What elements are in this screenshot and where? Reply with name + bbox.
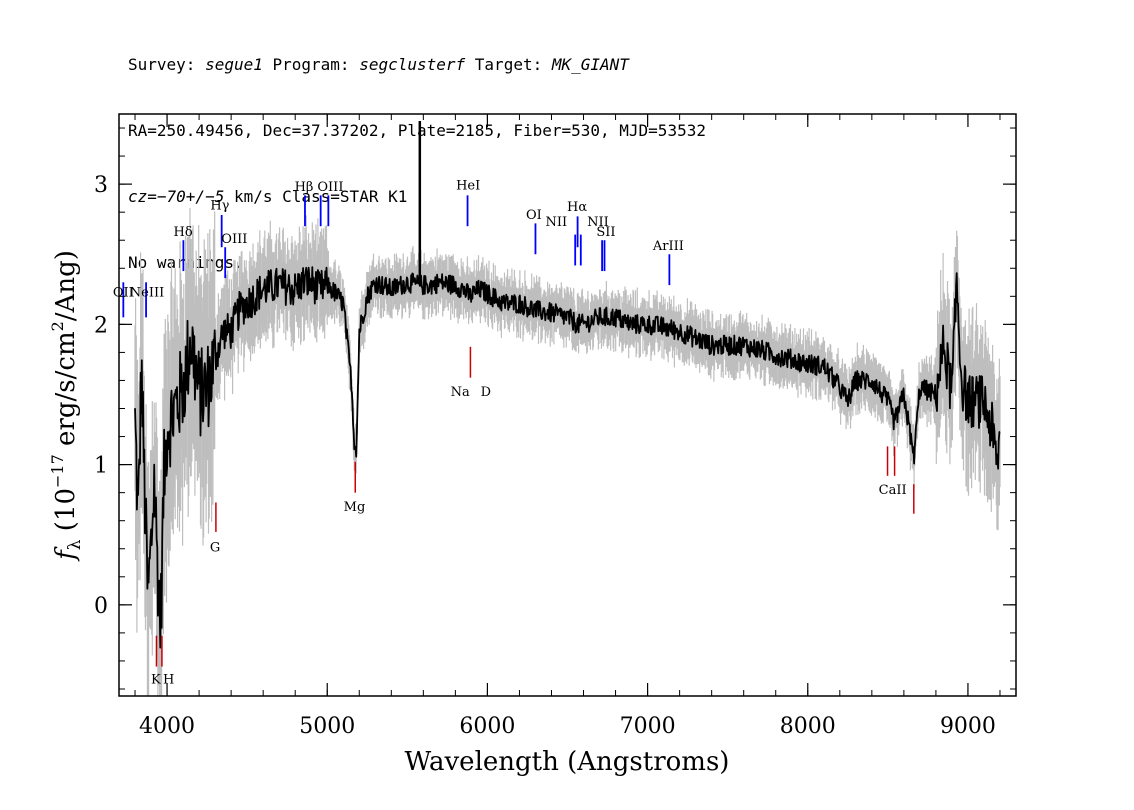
spectral-line-label: Hα xyxy=(567,200,587,215)
spectral-line-label: HeI xyxy=(456,179,480,194)
spectral-line-markers xyxy=(122,195,915,667)
class-text: km/s Class=STAR K1 xyxy=(224,187,408,206)
y-tick-label: 2 xyxy=(94,313,108,338)
cz-value: =−70+/−5 xyxy=(147,187,225,206)
y-axis-area-exponent: 2 xyxy=(48,321,67,331)
spectral-line-label: OII xyxy=(113,285,134,300)
flux-line xyxy=(134,266,1001,649)
spectral-line-label: K xyxy=(151,672,161,687)
header-line-survey: Survey: segue1 Program: segclusterf Targ… xyxy=(128,54,706,76)
target-key: Target: xyxy=(465,55,552,74)
spectral-line-label: OI xyxy=(526,208,542,223)
y-tick-label: 1 xyxy=(94,454,108,479)
y-axis-units-close: /Ang) xyxy=(51,250,81,321)
spectral-line-label: NII xyxy=(587,215,609,230)
x-axis-title: Wavelength (Angstroms) xyxy=(405,747,730,777)
program-key: Program: xyxy=(262,55,360,74)
plot-frame xyxy=(118,113,1017,697)
spectral-line-label: Hδ xyxy=(173,225,192,240)
axis-ticks xyxy=(119,114,1016,696)
x-tick-label: 9000 xyxy=(940,714,996,739)
y-axis-exponent: −17 xyxy=(48,454,67,488)
spectral-line-label: OIII xyxy=(317,180,343,195)
y-axis-flux-subscript: λ xyxy=(65,539,85,550)
y-axis-units-mid: erg/s/cm xyxy=(51,331,81,454)
header-line-coordinates: RA=250.49456, Dec=37.37202, Plate=2185, … xyxy=(128,121,706,140)
spectral-line-label: NII xyxy=(545,215,567,230)
spectral-line-label: OIII xyxy=(221,232,247,247)
x-tick-label: 7000 xyxy=(620,714,676,739)
target-value: MK_GIANT xyxy=(551,55,629,74)
header-line-warnings: No warnings. xyxy=(128,253,244,272)
spectral-line-label: Hγ xyxy=(210,198,229,213)
y-tick-label: 0 xyxy=(94,594,108,619)
spectrum-header: Survey: segue1 Program: segclusterf Targ… xyxy=(128,10,706,296)
y-tick-label: 3 xyxy=(94,173,108,198)
header-line-redshift: cz=−70+/−5 km/s Class=STAR K1 xyxy=(128,186,706,208)
x-tick-label: 5000 xyxy=(299,714,355,739)
program-value: segclusterf xyxy=(359,55,466,74)
axis-tick-labels: 4000 5000 6000 7000 8000 9000 0 1 2 3 xyxy=(94,173,996,739)
flux-layer xyxy=(134,121,1001,649)
spectral-line-label: G xyxy=(210,541,220,556)
y-axis-title: fλ (10−17 erg/s/cm2/Ang) xyxy=(48,250,85,562)
survey-value: segue1 xyxy=(205,55,263,74)
spectral-line-label: NeIII xyxy=(130,285,164,300)
x-tick-label: 8000 xyxy=(780,714,836,739)
y-axis-units-open: (10 xyxy=(51,488,81,540)
spectral-line-label: SII xyxy=(596,225,615,240)
spectral-line-label: Mg xyxy=(344,500,366,515)
x-tick-label: 4000 xyxy=(139,714,195,739)
x-tick-label: 6000 xyxy=(459,714,515,739)
spectral-line-label: Hβ xyxy=(295,180,314,195)
spectral-line-label: D xyxy=(481,385,491,400)
spectral-line-label: ArIII xyxy=(652,239,684,254)
cz-key: cz xyxy=(128,187,148,206)
spectral-line-label: H xyxy=(163,672,174,687)
spectral-line-label: Na xyxy=(451,385,470,400)
survey-key: Survey: xyxy=(128,55,206,74)
spectral-line-label: CaII xyxy=(879,483,907,498)
